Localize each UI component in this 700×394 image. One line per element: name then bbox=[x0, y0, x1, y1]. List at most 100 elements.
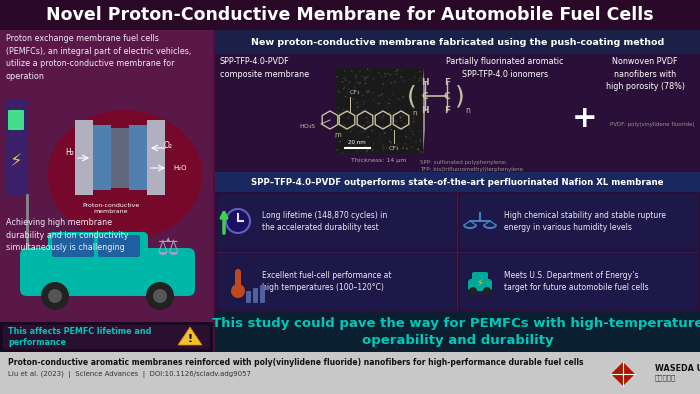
Circle shape bbox=[373, 99, 374, 101]
FancyBboxPatch shape bbox=[460, 254, 698, 309]
Circle shape bbox=[349, 104, 351, 106]
Circle shape bbox=[342, 78, 344, 79]
FancyBboxPatch shape bbox=[460, 194, 698, 249]
Circle shape bbox=[354, 74, 356, 75]
Bar bbox=[93, 125, 111, 190]
Circle shape bbox=[355, 144, 356, 145]
Circle shape bbox=[383, 150, 384, 151]
Circle shape bbox=[41, 282, 69, 310]
Text: SPP-TFP-4.0-PVDF
composite membrane: SPP-TFP-4.0-PVDF composite membrane bbox=[220, 57, 309, 78]
Circle shape bbox=[374, 112, 376, 113]
Circle shape bbox=[337, 137, 339, 139]
Circle shape bbox=[410, 92, 411, 94]
Circle shape bbox=[354, 128, 356, 129]
Circle shape bbox=[363, 103, 364, 105]
Circle shape bbox=[349, 81, 350, 83]
Circle shape bbox=[419, 139, 421, 140]
Circle shape bbox=[344, 77, 346, 79]
Circle shape bbox=[379, 103, 381, 104]
Circle shape bbox=[393, 94, 394, 95]
Circle shape bbox=[406, 148, 407, 149]
FancyBboxPatch shape bbox=[253, 288, 258, 303]
Circle shape bbox=[389, 98, 390, 100]
Circle shape bbox=[418, 130, 420, 132]
Text: F: F bbox=[444, 106, 450, 115]
Circle shape bbox=[399, 106, 400, 107]
Text: ⚖: ⚖ bbox=[157, 236, 179, 260]
Circle shape bbox=[421, 77, 422, 78]
Text: n: n bbox=[412, 110, 416, 116]
Circle shape bbox=[344, 79, 346, 81]
Circle shape bbox=[384, 132, 386, 134]
Circle shape bbox=[414, 75, 416, 76]
Circle shape bbox=[377, 112, 378, 114]
Circle shape bbox=[356, 110, 358, 111]
Text: Proton-conductive aromatic membranes reinforced with poly(vinylidene fluoride) n: Proton-conductive aromatic membranes rei… bbox=[8, 358, 584, 367]
Circle shape bbox=[389, 117, 391, 119]
Circle shape bbox=[415, 72, 416, 74]
Text: WASEDA University: WASEDA University bbox=[655, 364, 700, 373]
Text: 早稲田大学: 早稲田大学 bbox=[655, 374, 676, 381]
Circle shape bbox=[421, 95, 423, 96]
Circle shape bbox=[391, 129, 392, 130]
Circle shape bbox=[153, 289, 167, 303]
Text: CF₃: CF₃ bbox=[389, 145, 399, 151]
Circle shape bbox=[393, 85, 395, 86]
Circle shape bbox=[226, 209, 250, 233]
Circle shape bbox=[386, 101, 387, 103]
Text: PVDF: poly(vinylidene fluoride): PVDF: poly(vinylidene fluoride) bbox=[610, 122, 694, 127]
FancyBboxPatch shape bbox=[218, 194, 456, 249]
Text: High chemical stability and stable rupture
energy in various humidity levels: High chemical stability and stable ruptu… bbox=[504, 211, 666, 232]
Circle shape bbox=[339, 112, 340, 114]
FancyBboxPatch shape bbox=[468, 279, 492, 291]
Circle shape bbox=[354, 149, 356, 151]
Circle shape bbox=[368, 148, 369, 150]
FancyBboxPatch shape bbox=[246, 291, 251, 303]
Text: C: C bbox=[421, 91, 428, 100]
Circle shape bbox=[338, 117, 339, 119]
Circle shape bbox=[370, 115, 371, 116]
Circle shape bbox=[409, 94, 411, 96]
Text: Liu et al. (2023)  |  Science Advances  |  DOI:10.1126/sciadv.adg9057: Liu et al. (2023) | Science Advances | D… bbox=[8, 371, 251, 378]
Text: This study could pave the way for PEMFCs with high-temperature
operability and d: This study could pave the way for PEMFCs… bbox=[212, 317, 700, 347]
Text: H₂: H₂ bbox=[66, 147, 74, 156]
Circle shape bbox=[372, 130, 373, 131]
Circle shape bbox=[402, 96, 404, 98]
Circle shape bbox=[387, 145, 388, 147]
FancyBboxPatch shape bbox=[5, 100, 27, 195]
Circle shape bbox=[370, 78, 371, 80]
Text: ⚡: ⚡ bbox=[477, 278, 484, 288]
Circle shape bbox=[364, 79, 365, 80]
Circle shape bbox=[421, 133, 423, 134]
Circle shape bbox=[404, 143, 406, 145]
Text: (: ( bbox=[407, 84, 417, 108]
Bar bbox=[215, 312, 700, 352]
Circle shape bbox=[381, 88, 383, 89]
Circle shape bbox=[389, 141, 391, 142]
Circle shape bbox=[416, 83, 419, 84]
Circle shape bbox=[422, 152, 423, 154]
Circle shape bbox=[382, 83, 384, 84]
Circle shape bbox=[359, 117, 361, 119]
Wedge shape bbox=[227, 210, 238, 232]
Circle shape bbox=[362, 110, 363, 112]
Circle shape bbox=[382, 93, 383, 95]
Circle shape bbox=[340, 141, 341, 142]
Circle shape bbox=[383, 147, 385, 149]
Circle shape bbox=[405, 80, 406, 82]
Circle shape bbox=[367, 90, 369, 92]
Circle shape bbox=[388, 82, 389, 83]
Circle shape bbox=[368, 122, 370, 123]
Circle shape bbox=[421, 102, 423, 104]
Circle shape bbox=[389, 74, 391, 76]
Circle shape bbox=[404, 134, 405, 136]
Ellipse shape bbox=[48, 110, 202, 240]
Circle shape bbox=[365, 117, 367, 119]
Circle shape bbox=[377, 95, 379, 97]
Circle shape bbox=[359, 71, 361, 72]
Circle shape bbox=[396, 69, 398, 71]
Circle shape bbox=[350, 131, 351, 133]
Circle shape bbox=[414, 111, 416, 112]
Circle shape bbox=[354, 120, 355, 122]
Circle shape bbox=[418, 148, 419, 150]
